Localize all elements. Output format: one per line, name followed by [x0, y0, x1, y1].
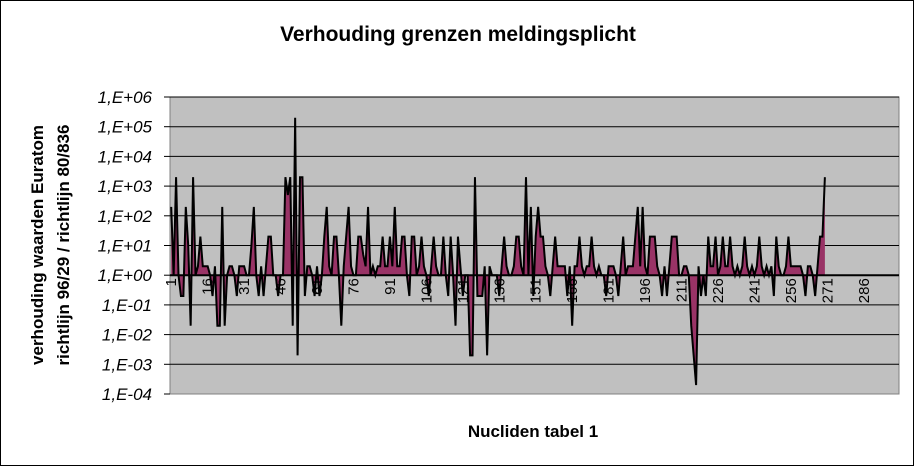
y-tick-label: 1,E+05	[98, 118, 153, 137]
y-tick-label: 1,E-02	[102, 326, 153, 345]
x-tick-label: 226	[710, 278, 727, 303]
x-tick-label: 211	[674, 278, 691, 302]
x-tick-label: 76	[345, 278, 362, 295]
x-tick-label: 106	[418, 278, 435, 303]
x-tick-label: 31	[236, 278, 253, 295]
y-axis-title-line1: verhouding waarden Euratom	[28, 125, 47, 365]
x-tick-label: 196	[637, 278, 654, 303]
y-tick-label: 1,E+02	[98, 207, 153, 226]
y-tick-label: 1,E+04	[98, 147, 152, 166]
x-tick-label: 1	[163, 278, 180, 286]
y-tick-label: 1,E+01	[98, 237, 152, 256]
x-tick-label: 256	[783, 278, 800, 303]
x-tick-label: 46	[273, 278, 290, 295]
x-tick-label: 271	[819, 278, 836, 303]
x-tick-label: 241	[746, 278, 763, 303]
y-tick-label: 1,E+06	[98, 88, 153, 107]
gridlines	[170, 96, 899, 365]
area-series	[170, 117, 899, 386]
series-line	[170, 117, 826, 386]
x-tick-label: 151	[528, 278, 545, 303]
x-tick-label: 181	[601, 278, 618, 303]
y-tick-label: 1,E-03	[102, 355, 153, 374]
y-tick-label: 1,E-01	[102, 296, 152, 315]
x-tick-label: 166	[564, 278, 581, 303]
x-axis-title: Nucliden tabel 1	[468, 422, 598, 441]
y-axis-title: verhouding waarden Euratom richtlijn 96/…	[28, 125, 73, 366]
x-axis-ticks: 1 16 31 46 61 76 91 106 121 136 151 166 181 196 211 226…	[163, 278, 873, 303]
x-tick-label: 136	[491, 278, 508, 303]
y-tick-label: 1,E+03	[98, 177, 153, 196]
y-tick-label: 1,E-04	[102, 385, 152, 404]
x-tick-label: 16	[200, 278, 217, 295]
x-tick-label: 286	[856, 278, 873, 303]
x-tick-label: 121	[455, 278, 472, 303]
series-area-fill	[171, 117, 825, 386]
chart-title: Verhouding grenzen meldingsplicht	[280, 23, 636, 46]
y-axis-ticks: 1,E-04 1,E-03 1,E-02 1,E-01 1,E+00 1,E+01 1,E+…	[98, 88, 170, 404]
x-tick-label: 61	[309, 278, 326, 295]
y-axis-title-line2: richtlijn 96/29 / richtlijn 80/836	[54, 125, 73, 366]
x-tick-label: 91	[382, 278, 399, 295]
y-tick-label: 1,E+00	[98, 266, 153, 285]
